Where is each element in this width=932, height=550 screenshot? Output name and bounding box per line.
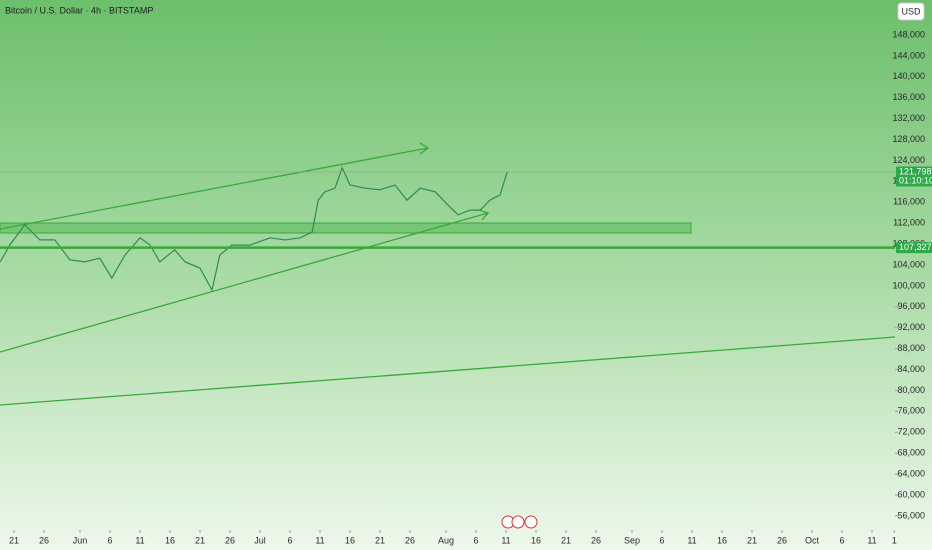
price-label-box xyxy=(896,166,932,187)
event-icon[interactable] xyxy=(524,515,538,529)
x-tick-label: 11 xyxy=(501,535,510,545)
y-tick-label: 72,000 xyxy=(897,427,925,437)
y-tick-label: 76,000 xyxy=(897,406,925,416)
y-tick-label: 144,000 xyxy=(892,50,925,60)
x-tick-label: 11 xyxy=(135,535,144,545)
x-tick-label: 16 xyxy=(165,535,175,545)
price-label: 121,798 xyxy=(899,166,932,176)
currency-label[interactable]: USD xyxy=(901,6,921,16)
x-tick-label: Oct xyxy=(805,535,820,545)
price-label: 107,327 xyxy=(899,242,932,252)
x-tick-label: Jun xyxy=(73,535,88,545)
x-tick-label: 26 xyxy=(777,535,787,545)
event-icon[interactable] xyxy=(511,515,525,529)
y-tick-label: 60,000 xyxy=(897,489,925,499)
x-tick-label: 6 xyxy=(473,535,478,545)
x-tick-label: 21 xyxy=(747,535,757,545)
price-line xyxy=(0,166,508,292)
event-icons[interactable] xyxy=(501,515,538,529)
x-tick-label: 6 xyxy=(840,535,845,545)
x-tick-label: 26 xyxy=(39,535,49,545)
support-zone xyxy=(0,222,692,234)
trend-line xyxy=(0,336,896,406)
x-tick-label: 26 xyxy=(225,535,235,545)
y-tick-label: 96,000 xyxy=(897,301,925,311)
x-tick-label: 6 xyxy=(287,535,292,545)
x-tick-label: 21 xyxy=(375,535,385,545)
y-tick-label: 100,000 xyxy=(892,280,925,290)
x-tick-label: 16 xyxy=(531,535,541,545)
y-tick-label: 92,000 xyxy=(897,322,925,332)
x-tick-label: 16 xyxy=(345,535,355,545)
x-tick-label: Aug xyxy=(438,535,454,545)
arrow-head xyxy=(478,209,490,221)
x-tick-label: 21 xyxy=(561,535,571,545)
y-tick-label: 104,000 xyxy=(892,259,925,269)
y-tick-label: 80,000 xyxy=(897,385,925,395)
y-tick-label: 68,000 xyxy=(897,448,925,458)
x-tick-label: 11 xyxy=(315,535,324,545)
x-tick-label: 11 xyxy=(687,535,696,545)
arrow-head xyxy=(419,142,430,155)
x-tick-label: Jul xyxy=(254,535,266,545)
trend-line xyxy=(0,212,489,353)
y-tick-label: 56,000 xyxy=(897,510,925,520)
x-tick-label: 21 xyxy=(195,535,205,545)
y-tick-label: 136,000 xyxy=(892,92,925,102)
x-tick-label: 1 xyxy=(892,535,897,545)
y-tick-label: 124,000 xyxy=(892,155,925,165)
x-tick-label: Sep xyxy=(624,535,640,545)
x-tick-label: 6 xyxy=(107,535,112,545)
countdown-label: 01:10:10 xyxy=(899,175,932,185)
y-tick-label: 116,000 xyxy=(893,197,925,207)
currency-button[interactable] xyxy=(897,2,925,21)
x-tick-label: 11 xyxy=(867,535,876,545)
y-tick-label: 84,000 xyxy=(897,364,925,374)
price-label-box xyxy=(896,242,932,254)
y-tick-label: 148,000 xyxy=(892,29,925,39)
x-tick-label: 6 xyxy=(660,535,665,545)
y-tick-label: 128,000 xyxy=(892,134,925,144)
x-tick-label: 16 xyxy=(717,535,727,545)
x-tick-label: 21 xyxy=(9,535,19,545)
y-tick-label: 132,000 xyxy=(892,113,925,123)
chart-title: Bitcoin / U.S. Dollar · 4h · BITSTAMP xyxy=(5,5,153,15)
y-tick-label: 140,000 xyxy=(892,71,925,81)
trend-line xyxy=(0,147,429,230)
x-tick-label: 26 xyxy=(591,535,601,545)
y-tick-label: 112,000 xyxy=(893,218,925,228)
y-tick-label: 88,000 xyxy=(897,343,925,353)
x-tick-label: 26 xyxy=(405,535,415,545)
y-tick-label: 64,000 xyxy=(897,468,925,478)
